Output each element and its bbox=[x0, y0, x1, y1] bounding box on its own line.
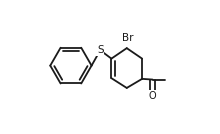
Text: Br: Br bbox=[122, 33, 133, 43]
Text: S: S bbox=[97, 45, 104, 55]
Text: O: O bbox=[149, 91, 156, 101]
